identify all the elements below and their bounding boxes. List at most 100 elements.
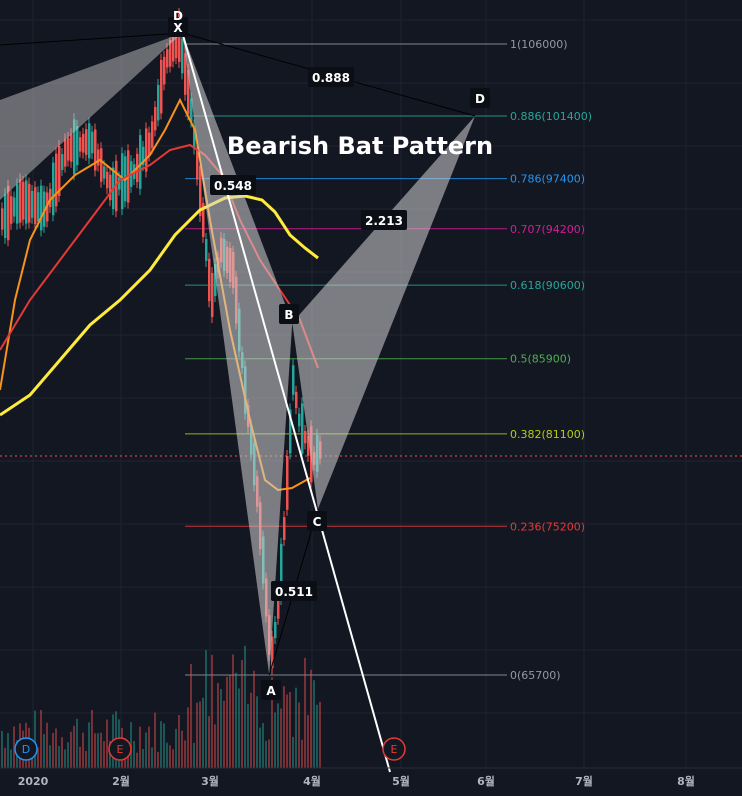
candle-body [202, 203, 205, 237]
volume-bar [49, 745, 51, 768]
volume-bar [7, 733, 9, 768]
event-marker-circle[interactable] [108, 737, 132, 761]
candle-body [58, 145, 61, 197]
volume-bar [178, 715, 180, 768]
volume-bar [52, 732, 54, 768]
pattern-triangle-xab [182, 33, 293, 676]
x-tick-label: 8월 [677, 774, 695, 788]
candle-body [139, 135, 142, 189]
candle-body [289, 409, 292, 454]
ratio-tag-box [308, 67, 354, 87]
volume-bar [199, 701, 201, 768]
pattern-triangle-bcd [292, 116, 476, 510]
volume-bar [316, 704, 318, 768]
candle-body [193, 125, 196, 149]
volume-bar [61, 737, 63, 768]
candle-body [181, 38, 184, 74]
volume-bar [55, 728, 57, 768]
pattern-point-box [168, 17, 188, 37]
x-tick-label: 3월 [201, 774, 219, 788]
candle-body [148, 132, 151, 156]
candle-body [22, 181, 25, 220]
volume-bar [151, 747, 153, 768]
candle-body [85, 129, 88, 155]
candle-body [88, 123, 91, 159]
volume-bar [64, 749, 66, 768]
candle-body [187, 69, 190, 115]
volume-bar [196, 702, 198, 768]
x-tick-label: 7월 [575, 774, 593, 788]
x-tick-label: 4월 [303, 774, 321, 788]
event-marker-label: E [391, 743, 398, 756]
volume-bar [238, 688, 240, 768]
candle-body [277, 596, 280, 619]
volume-bar [88, 722, 90, 768]
candle-body [295, 391, 298, 409]
volume-bar [106, 719, 108, 768]
volume-bar [286, 694, 288, 768]
x-tick-label: 6월 [477, 774, 495, 788]
candle-body [109, 174, 112, 201]
candle-body [70, 134, 73, 162]
candle-body [211, 272, 214, 318]
fib-label-0.786: 0.786(97400) [510, 173, 585, 186]
volume-bar [265, 740, 267, 768]
candle-body [100, 148, 103, 182]
volume-bar [142, 748, 144, 768]
candle-body [172, 34, 175, 62]
event-marker-circle[interactable] [14, 737, 38, 761]
prev-connector-line [0, 32, 183, 46]
ratio-tag-box [271, 581, 317, 601]
ma-long-line [0, 194, 319, 417]
event-marker-label: E [117, 743, 124, 756]
candle-body [40, 185, 43, 231]
candle-body [292, 365, 295, 395]
volume-bar [34, 710, 36, 768]
candle-body [199, 165, 202, 217]
ratio-label: 0.548 [214, 179, 252, 193]
candle-body [190, 98, 193, 122]
volume-bar [73, 725, 75, 768]
candle-body [34, 187, 37, 225]
candle-body [13, 197, 16, 217]
candle-body [157, 84, 160, 121]
candle-body [163, 56, 166, 85]
volume-bar [172, 749, 174, 768]
candle-body [151, 121, 154, 148]
volume-bar [247, 703, 249, 768]
volume-bar [235, 672, 237, 768]
pattern-triangle-prev [0, 33, 183, 200]
volume-bar [10, 749, 12, 768]
volume-bar [91, 710, 93, 768]
candle-body [19, 179, 22, 223]
volume-bar [259, 727, 261, 768]
volume-bar [148, 726, 150, 768]
volume-bar [292, 736, 294, 768]
x-tick-label: 5월 [392, 774, 410, 788]
ratio-label: 2.213 [365, 214, 403, 228]
volume-bar [241, 660, 243, 768]
volume-bar [244, 645, 246, 768]
trend-line[interactable] [181, 32, 391, 773]
volume-bar [169, 745, 171, 768]
candle-body [91, 131, 94, 154]
candle-body [286, 455, 289, 510]
candle-body [160, 59, 163, 114]
volume-bar [136, 752, 138, 768]
candle-body [73, 119, 76, 175]
candle-body [280, 543, 283, 599]
volume-bar [229, 675, 231, 768]
candle-body [145, 128, 148, 172]
candle-body [178, 14, 181, 62]
pattern-point-d: D [475, 92, 485, 106]
volume-bar [79, 746, 81, 768]
volume-bar [166, 742, 168, 768]
event-marker-circle[interactable] [382, 737, 406, 761]
pattern-point-d-top: D [173, 9, 183, 23]
volume-bar [160, 721, 162, 768]
volume-bar [214, 724, 216, 768]
candle-body [7, 185, 10, 241]
candle-body [205, 239, 208, 261]
chart-title: Bearish Bat Pattern [227, 132, 493, 160]
